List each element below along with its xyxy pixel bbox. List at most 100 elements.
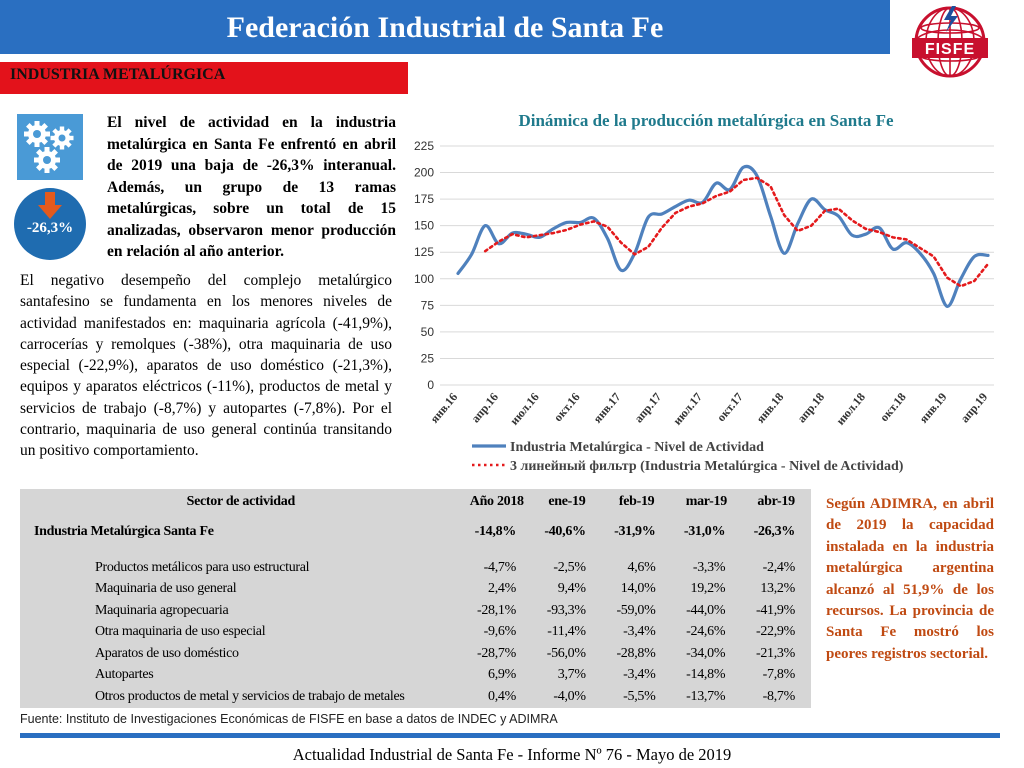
y-tick-label: 175 <box>414 192 434 206</box>
y-tick-label: 125 <box>414 245 434 259</box>
section-bar <box>0 62 408 94</box>
x-tick-label: апр.16 <box>468 390 501 425</box>
table-cell: Maquinaria agropecuaria <box>20 600 462 622</box>
table-cell: 9,4% <box>532 578 602 600</box>
table-cell: Otra maquinaria de uso especial <box>20 621 462 643</box>
fisfe-logo: FISFE <box>912 6 988 78</box>
table-cell: -41,9% <box>741 600 811 622</box>
table-cell: 4,6% <box>601 557 672 579</box>
series-line-activity <box>456 164 990 308</box>
x-tick-label: июл.18 <box>833 390 868 428</box>
legend-label: Industria Metalúrgica - Nivel de Activid… <box>510 440 764 455</box>
table-cell: -5,5% <box>601 686 672 708</box>
source-note: Fuente: Instituto de Investigaciones Eco… <box>20 712 558 726</box>
table-header-row: Sector de actividad Año 2018 ene-19 feb-… <box>20 489 811 515</box>
column-header: Año 2018 <box>461 489 532 515</box>
table-cell: 6,9% <box>461 664 532 686</box>
header-bar <box>0 0 890 54</box>
table-row-total: Industria Metalúrgica Santa Fe -14,8% -4… <box>20 515 811 549</box>
body-paragraph: El negativo desempeño del complejo metal… <box>20 272 392 460</box>
table-row: Otros productos de metal y servicios de … <box>20 686 811 708</box>
y-tick-label: 75 <box>421 298 435 312</box>
table-row: Autopartes 6,9% 3,7% -3,4% -14,8% -7,8% <box>20 664 811 686</box>
table-cell: -21,3% <box>741 643 811 665</box>
y-axis-ticks: 0 25 50 75 100 125 150 175 200 225 <box>414 139 434 392</box>
table-cell: -44,0% <box>671 600 742 622</box>
table-spacer <box>20 549 811 557</box>
table-cell: Aparatos de uso doméstico <box>20 643 462 665</box>
x-tick-label: июл.16 <box>507 390 542 428</box>
column-header: Sector de actividad <box>20 489 462 515</box>
x-axis-ticks: янв.16 апр.16 июл.16 окт.16 янв.17 апр.17 июл.… <box>427 390 990 428</box>
x-tick-label: окт.18 <box>877 390 909 424</box>
x-tick-label: янв.16 <box>427 390 460 426</box>
series-line-filter <box>483 176 990 288</box>
table-row: Productos metálicos para uso estructural… <box>20 557 811 579</box>
table-cell: Productos metálicos para uso estructural <box>20 557 462 579</box>
table-cell: 2,4% <box>461 578 532 600</box>
legend-label: 3 линейный фильтр (Industria Metalúrgica… <box>510 459 904 474</box>
x-tick-label: окт.16 <box>551 390 583 424</box>
chart-grid <box>440 145 994 386</box>
down-arrow-icon <box>38 192 62 219</box>
change-badge: -26,3% <box>14 188 86 260</box>
intro-paragraph: El nivel de actividad en la industria me… <box>107 114 396 260</box>
x-tick-label: янв.17 <box>590 390 623 426</box>
table-cell: -2,4% <box>741 557 811 579</box>
table-cell: Otros productos de metal y servicios de … <box>20 686 462 708</box>
table-cell: -7,8% <box>741 664 811 686</box>
table-cell: -3,4% <box>601 664 672 686</box>
y-tick-label: 25 <box>421 351 435 365</box>
table-cell: Industria Metalúrgica Santa Fe <box>20 515 462 549</box>
x-tick-label: апр.19 <box>957 390 990 425</box>
table-cell: -9,6% <box>461 621 532 643</box>
logo-text: FISFE <box>925 41 975 58</box>
table-cell: -28,8% <box>601 643 672 665</box>
y-tick-label: 0 <box>427 378 434 392</box>
x-tick-label: янв.19 <box>916 390 949 426</box>
column-header: mar-19 <box>671 489 742 515</box>
y-tick-label: 225 <box>414 139 434 153</box>
table-cell: -93,3% <box>532 600 602 622</box>
y-tick-label: 50 <box>421 325 435 339</box>
table-cell: -59,0% <box>601 600 672 622</box>
table-cell: -31,0% <box>671 515 742 549</box>
chart-title: Dinámica de la producción metalúrgica en… <box>518 111 894 130</box>
table-cell: -13,7% <box>671 686 742 708</box>
table-cell: -28,1% <box>461 600 532 622</box>
table-cell: -2,5% <box>532 557 602 579</box>
y-tick-label: 150 <box>414 219 434 233</box>
sector-table-container: Sector de actividad Año 2018 ene-19 feb-… <box>20 489 811 708</box>
table-cell: -3,4% <box>601 621 672 643</box>
sector-table: Sector de actividad Año 2018 ene-19 feb-… <box>20 489 811 708</box>
table-cell: 14,0% <box>601 578 672 600</box>
column-header: feb-19 <box>601 489 672 515</box>
x-tick-label: янв.18 <box>753 390 786 426</box>
side-note: Según ADIMRA, en abril de 2019 la capaci… <box>826 496 994 662</box>
chart-legend: Industria Metalúrgica - Nivel de Activid… <box>472 440 904 474</box>
table-cell: 0,4% <box>461 686 532 708</box>
y-tick-label: 100 <box>414 272 434 286</box>
table-row: Maquinaria agropecuaria -28,1% -93,3% -59,0… <box>20 600 811 622</box>
table-cell: -14,8% <box>671 664 742 686</box>
chart-series <box>456 164 990 308</box>
table-cell: -56,0% <box>532 643 602 665</box>
column-header: abr-19 <box>741 489 811 515</box>
column-header: ene-19 <box>532 489 602 515</box>
table-cell: Autopartes <box>20 664 462 686</box>
gears-icon <box>17 114 83 180</box>
table-cell: -22,9% <box>741 621 811 643</box>
table-cell: -40,6% <box>532 515 602 549</box>
table-row: Maquinaria de uso general 2,4% 9,4% 14,0% 19… <box>20 578 811 600</box>
y-tick-label: 200 <box>414 166 434 180</box>
table-cell: -24,6% <box>671 621 742 643</box>
x-tick-label: июл.17 <box>670 390 705 428</box>
badge-value: -26,3% <box>26 220 74 236</box>
table-cell: -26,3% <box>741 515 811 549</box>
table-cell: -11,4% <box>532 621 602 643</box>
table-cell: -4,0% <box>532 686 602 708</box>
table-cell: -28,7% <box>461 643 532 665</box>
production-line-chart: Dinámica de la producción metalúrgica en… <box>414 111 994 474</box>
table-cell: -14,8% <box>461 515 532 549</box>
x-tick-label: апр.17 <box>631 390 664 425</box>
